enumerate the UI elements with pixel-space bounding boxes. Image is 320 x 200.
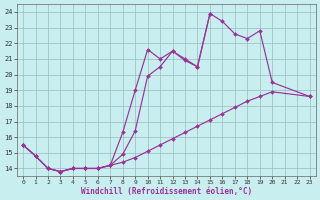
X-axis label: Windchill (Refroidissement éolien,°C): Windchill (Refroidissement éolien,°C): [81, 187, 252, 196]
